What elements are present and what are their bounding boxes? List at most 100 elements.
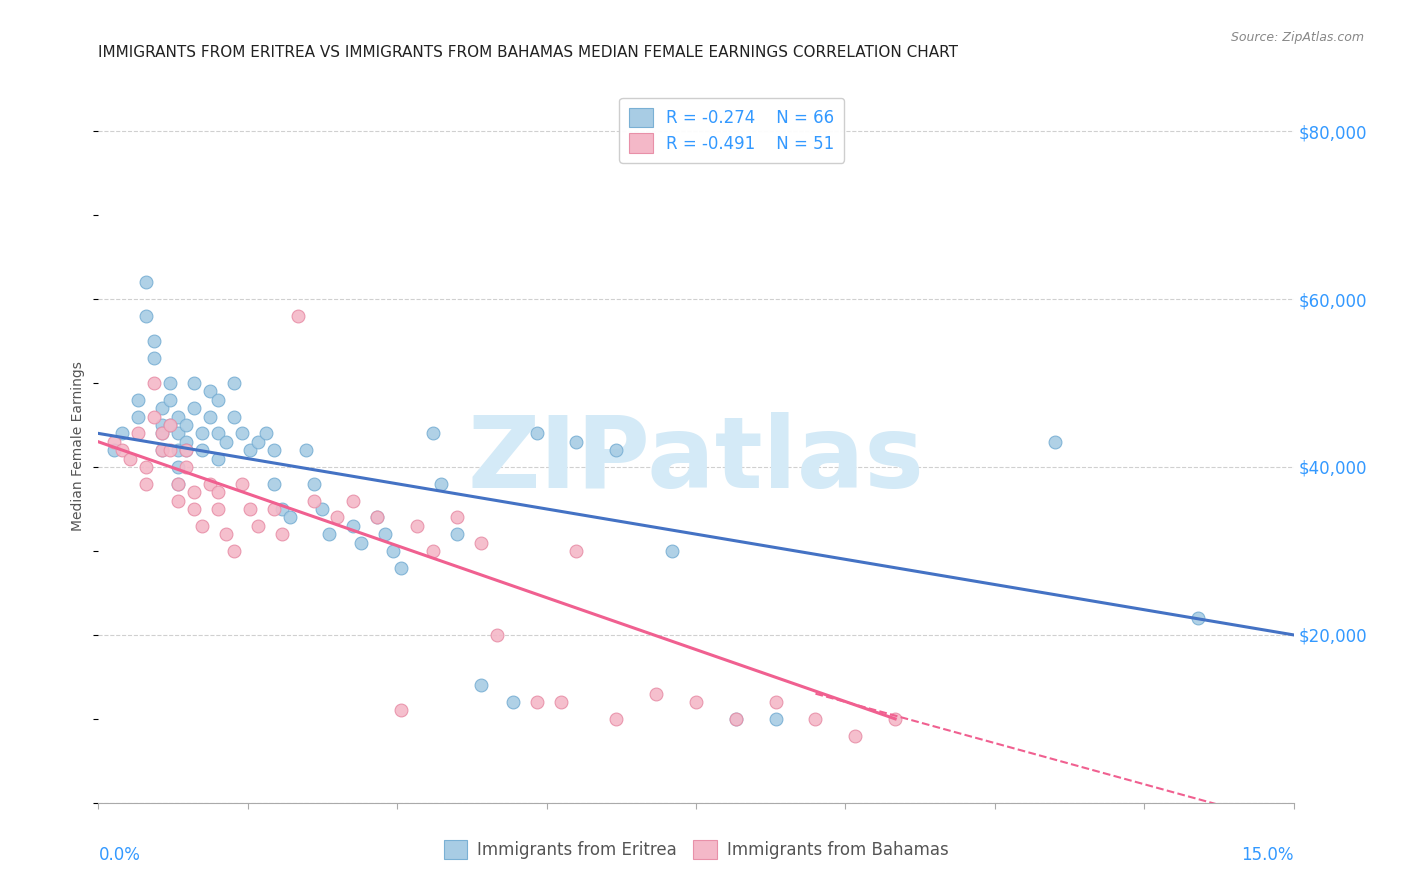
Point <box>239 443 262 458</box>
Point <box>430 476 453 491</box>
Point <box>150 443 173 458</box>
Point <box>150 443 173 458</box>
Point <box>167 476 190 491</box>
Point <box>207 502 229 516</box>
Point <box>111 426 134 441</box>
Point <box>159 417 181 432</box>
Point <box>222 376 245 390</box>
Point <box>207 485 229 500</box>
Point <box>127 409 149 424</box>
Text: ZIPatlas: ZIPatlas <box>468 412 924 508</box>
Point <box>159 376 181 390</box>
Point <box>215 434 238 449</box>
Point <box>382 544 405 558</box>
Legend: Immigrants from Eritrea, Immigrants from Bahamas: Immigrants from Eritrea, Immigrants from… <box>437 833 955 866</box>
Point <box>222 544 245 558</box>
Point <box>143 351 166 365</box>
Point <box>191 443 214 458</box>
Point <box>422 544 444 558</box>
Point <box>222 409 245 424</box>
Point <box>174 417 197 432</box>
Point <box>135 275 157 289</box>
Point <box>1043 434 1066 449</box>
Point <box>389 703 412 717</box>
Point <box>159 392 181 407</box>
Point <box>804 712 827 726</box>
Point <box>350 535 373 549</box>
Point <box>263 476 285 491</box>
Point <box>724 712 747 726</box>
Point <box>127 392 149 407</box>
Point <box>174 434 197 449</box>
Point <box>263 502 285 516</box>
Point <box>127 426 149 441</box>
Point <box>143 409 166 424</box>
Point <box>884 712 907 726</box>
Point <box>318 527 340 541</box>
Point <box>174 460 197 475</box>
Point <box>143 376 166 390</box>
Point <box>311 502 333 516</box>
Point <box>685 695 707 709</box>
Point <box>239 502 262 516</box>
Point <box>550 695 572 709</box>
Point <box>246 434 269 449</box>
Point <box>389 560 412 574</box>
Point <box>844 729 866 743</box>
Point <box>150 426 173 441</box>
Point <box>422 426 444 441</box>
Point <box>502 695 524 709</box>
Point <box>605 712 627 726</box>
Point <box>765 712 787 726</box>
Point <box>167 476 190 491</box>
Point <box>342 518 364 533</box>
Point <box>446 527 468 541</box>
Text: 15.0%: 15.0% <box>1241 846 1294 863</box>
Point <box>198 384 221 399</box>
Point <box>135 309 157 323</box>
Point <box>470 678 492 692</box>
Point <box>724 712 747 726</box>
Point <box>231 426 253 441</box>
Point <box>294 443 316 458</box>
Point <box>150 401 173 416</box>
Point <box>270 502 292 516</box>
Point <box>207 451 229 466</box>
Point <box>167 443 190 458</box>
Text: IMMIGRANTS FROM ERITREA VS IMMIGRANTS FROM BAHAMAS MEDIAN FEMALE EARNINGS CORREL: IMMIGRANTS FROM ERITREA VS IMMIGRANTS FR… <box>98 45 959 60</box>
Point <box>174 443 197 458</box>
Point <box>167 426 190 441</box>
Point <box>167 460 190 475</box>
Point <box>406 518 429 533</box>
Point <box>215 527 238 541</box>
Point <box>645 687 668 701</box>
Point <box>470 535 492 549</box>
Point <box>526 695 548 709</box>
Point <box>342 493 364 508</box>
Point <box>270 527 292 541</box>
Point <box>366 510 388 524</box>
Point <box>191 518 214 533</box>
Point <box>103 434 125 449</box>
Point <box>183 485 205 500</box>
Point <box>485 628 508 642</box>
Point <box>765 695 787 709</box>
Y-axis label: Median Female Earnings: Median Female Earnings <box>72 361 86 531</box>
Point <box>159 443 181 458</box>
Point <box>231 476 253 491</box>
Point <box>198 409 221 424</box>
Point <box>150 426 173 441</box>
Point <box>191 426 214 441</box>
Point <box>326 510 349 524</box>
Point <box>661 544 683 558</box>
Point <box>287 309 309 323</box>
Point <box>207 392 229 407</box>
Point <box>565 544 588 558</box>
Point <box>135 476 157 491</box>
Point <box>605 443 627 458</box>
Point <box>254 426 277 441</box>
Point <box>526 426 548 441</box>
Point <box>565 434 588 449</box>
Point <box>446 510 468 524</box>
Point <box>159 417 181 432</box>
